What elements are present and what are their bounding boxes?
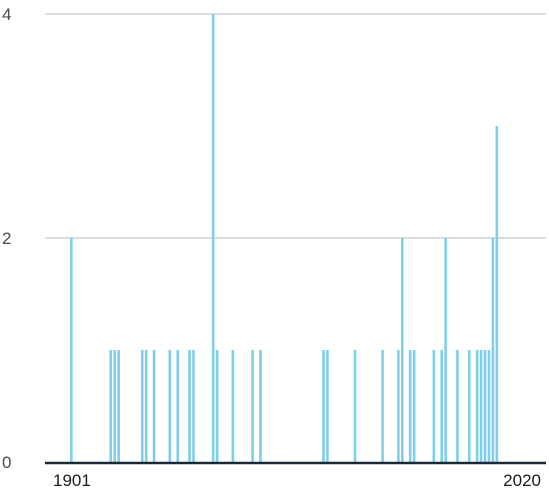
bar-1999: [432, 350, 436, 462]
bars: [70, 14, 499, 462]
bar-1907: [70, 238, 73, 462]
bar-1937: [188, 350, 191, 462]
y-tick-label-4: 4: [2, 5, 11, 24]
bar-1925: [140, 350, 144, 462]
y-tick-label-0: 0: [2, 453, 11, 472]
bar-1918: [113, 350, 116, 462]
bar-1938: [192, 350, 195, 462]
bar-1994: [412, 350, 416, 462]
bar-2014: [491, 238, 495, 462]
bar-2008: [467, 350, 471, 462]
bar-2001: [440, 350, 443, 462]
bar-1928: [152, 350, 156, 462]
bar-1919: [117, 350, 120, 462]
bar-1932: [168, 350, 172, 462]
y-tick-label-2: 2: [2, 229, 11, 248]
gridlines: [45, 13, 546, 239]
x-tick-label-start: 1901: [53, 471, 91, 490]
y-tick-labels: 0 2 4: [2, 5, 11, 472]
bar-2010: [475, 350, 479, 462]
bar-1917: [109, 350, 113, 462]
bar-2005: [456, 350, 459, 462]
bar-1993: [408, 350, 412, 462]
bar-2002: [444, 238, 447, 462]
bar-1953: [251, 350, 254, 462]
bar-1972: [326, 350, 329, 462]
bar-1990: [397, 350, 400, 462]
x-tick-label-end: 2020: [503, 471, 541, 490]
bar-1986: [381, 350, 384, 462]
bar-1979: [353, 350, 357, 462]
bar-2012: [483, 350, 487, 462]
bar-1955: [259, 350, 262, 462]
bar-2015: [495, 126, 499, 462]
bar-1948: [231, 350, 235, 462]
bar-1971: [322, 350, 325, 462]
bar-2011: [479, 350, 483, 462]
bar-1991: [401, 238, 404, 462]
bar-1934: [176, 350, 180, 462]
bar-1944: [215, 350, 219, 462]
bar-2013: [487, 350, 491, 462]
bar-1926: [144, 350, 148, 462]
bar-1943: [211, 14, 215, 462]
